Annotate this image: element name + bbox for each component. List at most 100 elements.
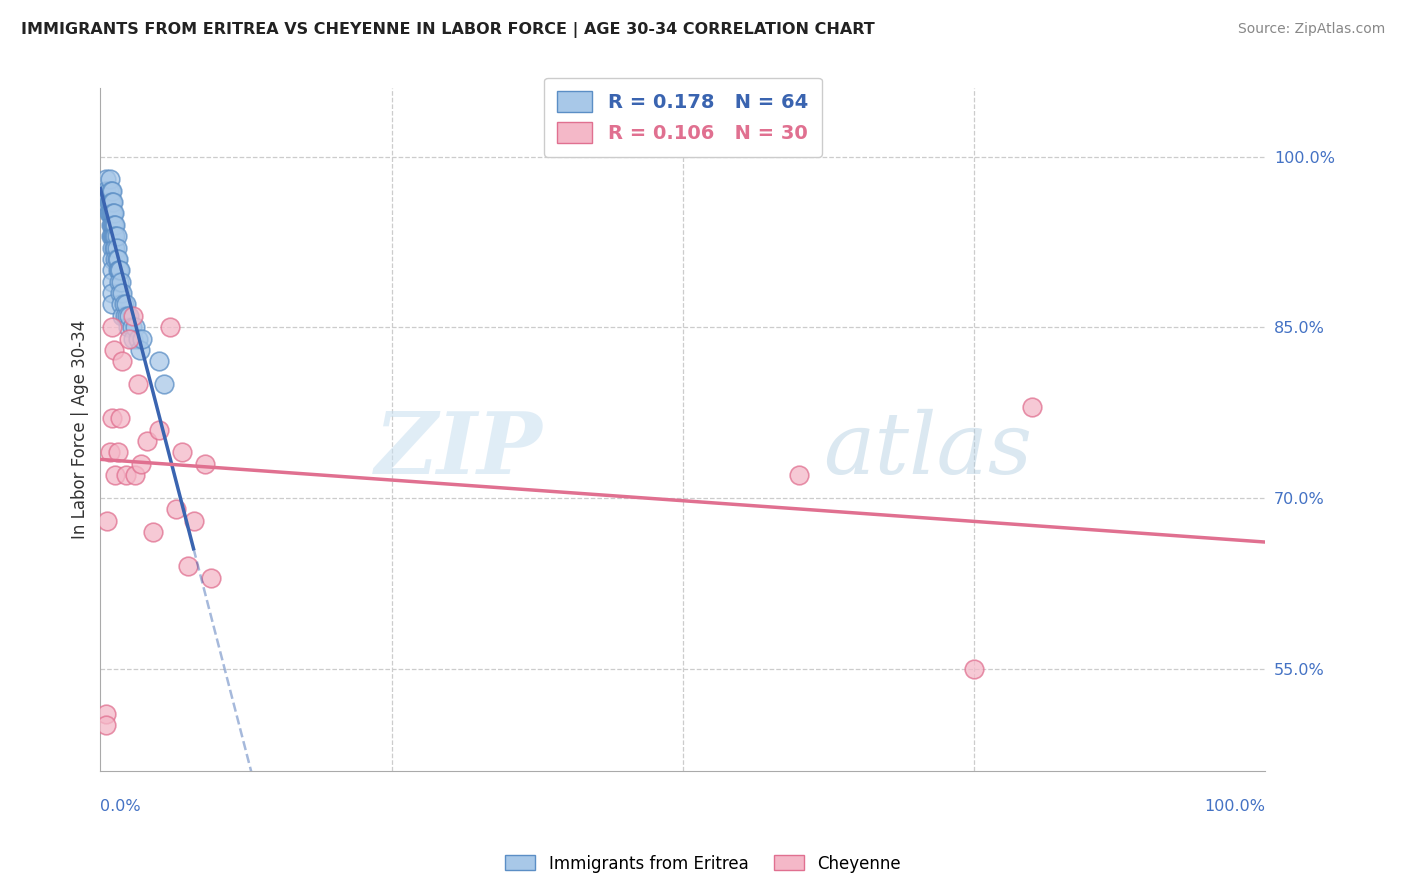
Point [100,218,122,232]
Point [129,457,152,471]
Point [101,275,124,289]
Point [142,524,165,539]
Point [98,172,121,186]
Point [136,434,159,448]
Point [100,184,122,198]
Point [96,184,118,198]
Point [122,309,145,323]
Point [96,195,118,210]
Point [108,263,131,277]
Point [101,195,124,210]
Point [124,468,146,483]
Point [110,275,132,289]
Text: ZIP: ZIP [375,409,543,491]
Point [104,229,127,244]
Point [789,468,811,483]
Point [103,206,125,220]
Point [104,241,127,255]
Legend: R = 0.178   N = 64, R = 0.106   N = 30: R = 0.178 N = 64, R = 0.106 N = 30 [544,78,823,157]
Point [104,218,127,232]
Point [963,661,986,675]
Point [131,332,153,346]
Text: IMMIGRANTS FROM ERITREA VS CHEYENNE IN LABOR FORCE | AGE 30-34 CORRELATION CHART: IMMIGRANTS FROM ERITREA VS CHEYENNE IN L… [21,22,875,38]
Point [101,411,124,425]
Text: 100.0%: 100.0% [1205,799,1265,814]
Point [101,195,124,210]
Point [100,206,122,220]
Point [159,320,181,334]
Point [97,184,120,198]
Point [108,411,131,425]
Point [101,263,124,277]
Point [105,229,128,244]
Point [96,718,118,732]
Point [108,275,131,289]
Point [101,229,124,244]
Text: atlas: atlas [823,409,1032,491]
Point [103,218,125,232]
Point [148,354,170,368]
Point [124,320,146,334]
Point [98,195,121,210]
Point [170,445,193,459]
Point [104,468,127,483]
Point [110,297,132,311]
Point [107,263,129,277]
Point [96,707,118,722]
Point [111,309,134,323]
Point [115,309,138,323]
Point [101,286,124,301]
Point [111,354,134,368]
Point [111,286,134,301]
Legend: Immigrants from Eritrea, Cheyenne: Immigrants from Eritrea, Cheyenne [499,848,907,880]
Point [114,309,136,323]
Point [101,218,124,232]
Point [101,320,124,334]
Point [100,195,122,210]
Point [165,502,187,516]
Point [121,320,143,334]
Y-axis label: In Labor Force | Age 30-34: In Labor Force | Age 30-34 [72,320,89,540]
Text: Source: ZipAtlas.com: Source: ZipAtlas.com [1237,22,1385,37]
Point [153,377,176,392]
Point [115,468,138,483]
Point [101,206,124,220]
Point [118,332,141,346]
Point [101,252,124,266]
Point [98,206,121,220]
Point [1021,400,1043,414]
Point [107,445,129,459]
Point [183,514,205,528]
Point [117,320,139,334]
Point [98,445,121,459]
Point [122,332,145,346]
Point [101,241,124,255]
Point [129,343,152,357]
Point [105,241,128,255]
Point [103,343,125,357]
Point [108,263,131,277]
Point [105,252,128,266]
Point [104,252,127,266]
Point [100,229,122,244]
Point [101,218,124,232]
Point [96,172,118,186]
Point [97,195,120,210]
Point [96,514,118,528]
Point [101,206,124,220]
Point [148,423,170,437]
Point [177,559,200,574]
Text: 0.0%: 0.0% [100,799,141,814]
Point [103,241,125,255]
Point [200,570,222,584]
Point [108,286,131,301]
Point [127,377,149,392]
Point [103,229,125,244]
Point [194,457,217,471]
Point [118,309,141,323]
Point [101,184,124,198]
Point [112,297,135,311]
Point [101,229,124,244]
Point [97,206,120,220]
Point [101,297,124,311]
